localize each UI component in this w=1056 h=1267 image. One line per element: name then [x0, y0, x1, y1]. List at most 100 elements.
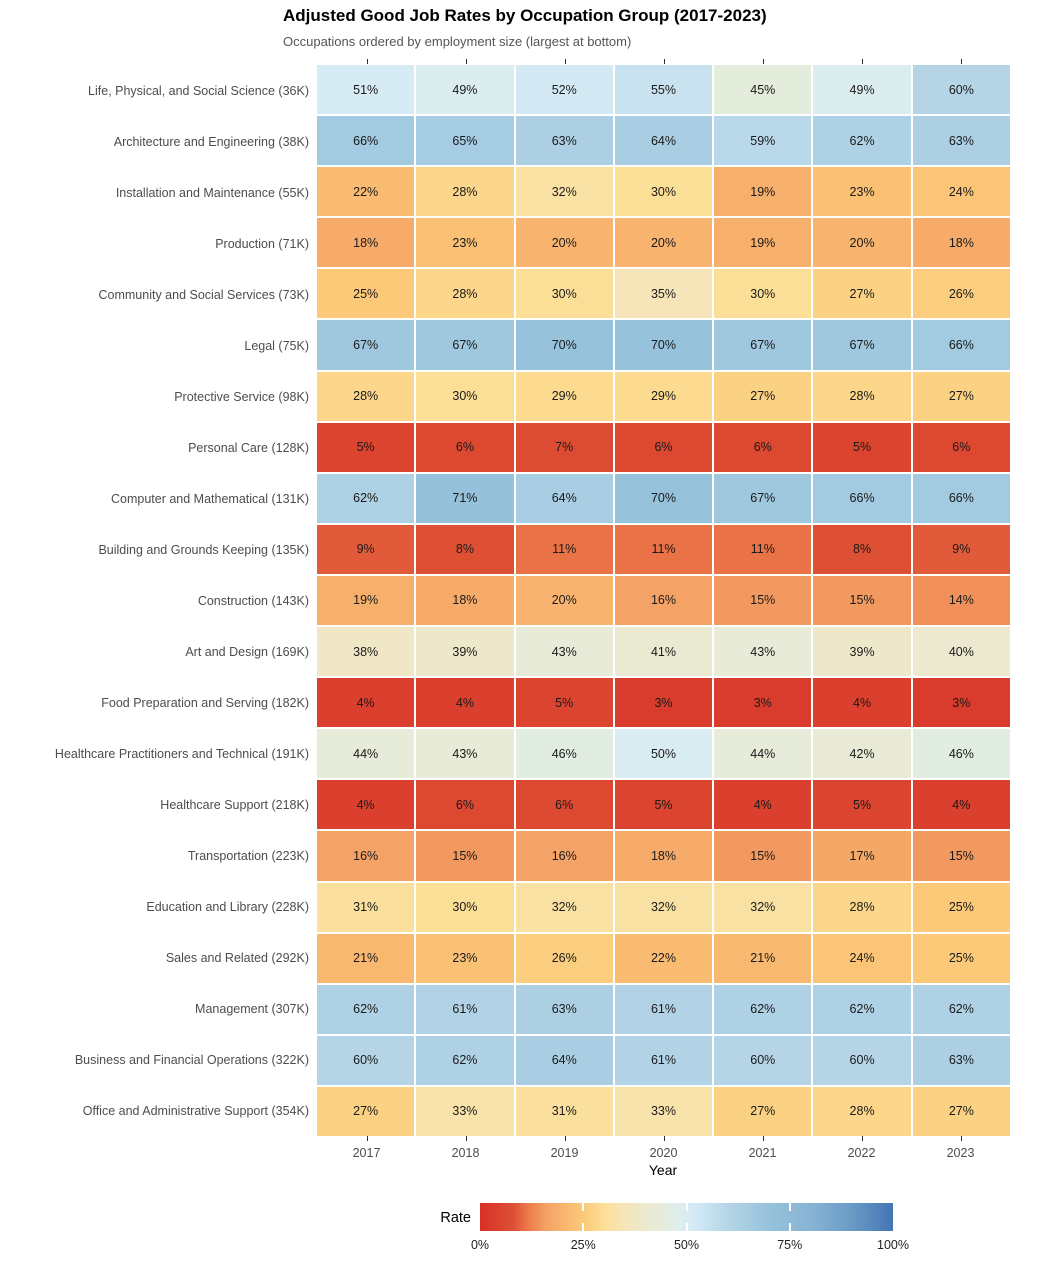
- row-label: Computer and Mathematical (131K): [110, 491, 309, 506]
- heatmap-cell-value: 19%: [750, 235, 776, 250]
- heatmap-cell: 22%: [614, 933, 713, 983]
- heatmap-cell-value: 21%: [353, 951, 379, 966]
- heatmap-cell: 18%: [912, 218, 1010, 268]
- heatmap-cell: 4%: [317, 780, 415, 830]
- axis-tick: [663, 1136, 665, 1141]
- heatmap-cell: 3%: [714, 678, 812, 728]
- heatmap-cell-value: 5%: [654, 797, 673, 812]
- heatmap-cell: 49%: [416, 65, 514, 115]
- heatmap-cell-value: 63%: [551, 1002, 577, 1017]
- heatmap-cell-value: 15%: [750, 593, 776, 608]
- heatmap-cell: 5%: [813, 422, 911, 472]
- heatmap-cell-value: 27%: [750, 389, 776, 404]
- heatmap-cell-value: 44%: [750, 746, 776, 761]
- heatmap-cell: 25%: [912, 933, 1010, 983]
- heatmap-cell: 16%: [614, 575, 713, 626]
- heatmap-cell: 20%: [614, 218, 713, 268]
- heatmap-cell: 6%: [416, 422, 514, 472]
- heatmap-cell: 27%: [912, 371, 1010, 421]
- row-label: Community and Social Services (73K): [98, 287, 310, 302]
- heatmap-cell: 61%: [416, 984, 514, 1034]
- heatmap-cell: 43%: [416, 729, 514, 779]
- heatmap-cell-value: 38%: [353, 644, 379, 659]
- heatmap-cell-value: 70%: [650, 338, 676, 353]
- heatmap-cell: 4%: [317, 678, 415, 728]
- heatmap-cell-value: 11%: [552, 542, 577, 557]
- heatmap-cell: 15%: [912, 831, 1010, 881]
- axis-tick: [564, 59, 566, 64]
- heatmap-cell-value: 15%: [849, 593, 875, 608]
- heatmap-cell: 61%: [614, 984, 713, 1034]
- heatmap-cell: 64%: [614, 116, 713, 166]
- axis-tick: [366, 59, 368, 64]
- heatmap-cell: 9%: [912, 524, 1010, 574]
- heatmap-cell-value: 62%: [849, 133, 875, 148]
- heatmap-cell: 67%: [317, 320, 415, 370]
- heatmap-cell-value: 64%: [551, 491, 577, 506]
- heatmap-cell-value: 28%: [849, 389, 875, 404]
- heatmap-cell: 44%: [317, 729, 415, 779]
- heatmap-cell-value: 59%: [750, 133, 776, 148]
- heatmap-cell: 67%: [813, 320, 911, 370]
- axis-tick: [861, 1136, 863, 1141]
- heatmap-cell-value: 32%: [650, 900, 676, 915]
- heatmap-cell: 50%: [614, 729, 713, 779]
- x-tick-label: 2022: [847, 1146, 876, 1160]
- axis-tick: [465, 1136, 467, 1141]
- heatmap-cell: 45%: [714, 65, 812, 115]
- heatmap-cell: 60%: [714, 1035, 812, 1085]
- heatmap-cell-value: 25%: [948, 951, 974, 966]
- row-label: Art and Design (169K): [185, 644, 309, 659]
- row-label: Business and Financial Operations (322K): [74, 1052, 309, 1067]
- x-tick-label: 2019: [550, 1146, 579, 1160]
- heatmap-cell-value: 28%: [849, 900, 875, 915]
- heatmap-cell: 38%: [317, 627, 415, 677]
- heatmap-cell: 62%: [912, 984, 1010, 1034]
- heatmap-cell: 66%: [912, 473, 1010, 523]
- heatmap-cell-value: 67%: [750, 491, 776, 506]
- heatmap-cell: 52%: [515, 65, 613, 115]
- heatmap-cell: 11%: [515, 524, 613, 574]
- heatmap-cell: 40%: [912, 627, 1010, 677]
- heatmap-cell-value: 6%: [455, 797, 474, 812]
- heatmap-cell-value: 32%: [750, 900, 776, 915]
- heatmap-cell-value: 63%: [948, 133, 974, 148]
- legend-tick-label: 0%: [470, 1238, 490, 1252]
- heatmap-cell: 6%: [416, 780, 514, 830]
- heatmap-cell-value: 63%: [948, 1053, 974, 1068]
- heatmap-cell-value: 20%: [849, 235, 875, 250]
- chart-subtitle: Occupations ordered by employment size (…: [283, 34, 632, 49]
- axis-tick: [861, 59, 863, 64]
- heatmap-cell-value: 60%: [849, 1053, 875, 1068]
- heatmap-cell: 4%: [714, 780, 812, 830]
- heatmap-cell-value: 6%: [952, 440, 971, 455]
- heatmap-cell-value: 30%: [551, 286, 577, 301]
- heatmap-cell: 5%: [515, 678, 613, 728]
- heatmap-cell: 22%: [317, 167, 415, 217]
- heatmap-cell: 39%: [416, 627, 514, 677]
- heatmap-cell-value: 30%: [750, 286, 776, 301]
- heatmap-cell: 28%: [813, 1086, 911, 1136]
- heatmap-cell: 16%: [317, 831, 415, 881]
- heatmap-cell: 24%: [912, 167, 1010, 217]
- heatmap-cell-value: 62%: [353, 491, 379, 506]
- heatmap-cell: 21%: [317, 933, 415, 983]
- heatmap-cell: 32%: [515, 167, 613, 217]
- heatmap-cell-value: 43%: [551, 644, 577, 659]
- heatmap-cell: 64%: [515, 1035, 613, 1085]
- heatmap-cell: 6%: [614, 422, 713, 472]
- heatmap-cell-value: 60%: [948, 82, 974, 97]
- heatmap-cell: 49%: [813, 65, 911, 115]
- heatmap-cell: 62%: [813, 984, 911, 1034]
- row-label: Education and Library (228K): [146, 899, 309, 914]
- heatmap-cell: 9%: [317, 524, 415, 574]
- heatmap-cell: 62%: [416, 1035, 514, 1085]
- heatmap-cell: 15%: [714, 831, 812, 881]
- heatmap-cell-value: 18%: [948, 235, 974, 250]
- legend-tick-label: 75%: [777, 1238, 803, 1252]
- x-tick-label: 2020: [649, 1146, 678, 1160]
- heatmap-cell-value: 60%: [750, 1053, 776, 1068]
- axis-tick: [960, 1136, 962, 1141]
- row-label: Food Preparation and Serving (182K): [101, 695, 309, 710]
- heatmap-cell: 15%: [416, 831, 514, 881]
